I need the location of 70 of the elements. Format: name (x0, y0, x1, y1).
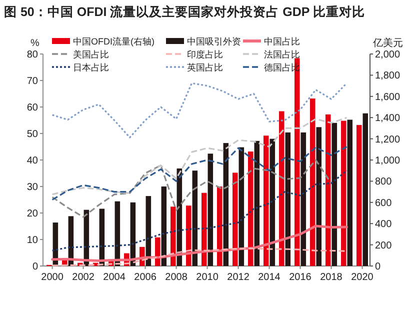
bar (146, 196, 152, 266)
y2-tick-label: 2,000 (375, 50, 400, 60)
y-tick-label: 30 (26, 182, 38, 193)
x-tick-label: 2020 (351, 272, 374, 283)
y-tick-label: 10 (26, 235, 38, 246)
bar (263, 136, 269, 266)
y2-tick-label: 1,400 (375, 113, 400, 124)
line-series (52, 159, 332, 218)
legend-label: 中国吸引外资 (187, 36, 241, 46)
line-series (52, 82, 348, 138)
x-tick-label: 2002 (72, 272, 95, 283)
y-tick-label: 70 (26, 76, 38, 87)
bar (300, 132, 306, 266)
bar (238, 147, 244, 266)
bar (362, 113, 368, 266)
bar (161, 186, 167, 266)
bar (155, 237, 160, 266)
bar (208, 154, 214, 266)
y-tick-label: 60 (26, 102, 38, 114)
y2-tick-label: 200 (375, 240, 392, 252)
chart-title: 图 50：中国 OFDI 流量以及主要国家对外投资占 GDP 比重对比 (4, 4, 365, 19)
y-tick-label: 20 (26, 208, 38, 220)
bar (170, 206, 176, 266)
bar (285, 132, 291, 266)
legend-label: 中国占比 (264, 36, 300, 46)
bar (356, 125, 362, 266)
x-tick-label: 2010 (196, 272, 219, 283)
x-tick-label: 2012 (227, 272, 250, 283)
y-axis-title: % (30, 38, 40, 49)
bar (332, 122, 338, 266)
y2-tick-label: 400 (375, 219, 392, 230)
y-tick-label: 0 (32, 262, 38, 272)
bar (217, 186, 222, 266)
line-series (52, 146, 348, 201)
y2-tick-label: 1,600 (375, 92, 400, 103)
bar (316, 127, 322, 266)
y2-tick-label: 1,000 (375, 156, 400, 166)
bar (232, 172, 238, 266)
x-tick-label: 2000 (41, 272, 64, 283)
bar (310, 98, 316, 266)
legend-label: 美国占比 (73, 50, 109, 60)
y-tick-label: 40 (26, 156, 38, 166)
bar (325, 114, 331, 266)
line-series (52, 170, 348, 252)
x-tick-label: 2018 (320, 272, 343, 283)
legend-label: 日本占比 (73, 62, 109, 72)
x-tick-label: 2014 (258, 272, 281, 283)
legend-label: 印度占比 (187, 50, 223, 60)
bar (340, 120, 346, 266)
y2-tick-label: 0 (375, 262, 381, 272)
bar (248, 152, 254, 266)
x-tick-label: 2008 (165, 272, 188, 283)
y2-tick-label: 800 (375, 176, 392, 188)
y-tick-label: 50 (26, 129, 38, 140)
x-tick-label: 2016 (289, 272, 312, 283)
y2-tick-label: 1,800 (375, 70, 400, 82)
y2-tick-label: 600 (375, 198, 392, 209)
bar (347, 120, 353, 266)
y2-axis-title: 亿美元 (372, 37, 403, 49)
x-tick-label: 2004 (103, 272, 126, 283)
legend-label: 中国OFDI流量(右轴) (73, 36, 154, 46)
line-series (52, 116, 348, 196)
bar (202, 192, 207, 266)
x-tick-label: 2006 (134, 272, 157, 283)
bar (278, 111, 284, 266)
y2-tick-label: 1,200 (375, 134, 400, 146)
legend-label: 英国占比 (187, 62, 223, 72)
legend-label: 法国占比 (264, 50, 300, 60)
y-tick-label: 80 (26, 50, 38, 60)
bar (186, 206, 192, 266)
